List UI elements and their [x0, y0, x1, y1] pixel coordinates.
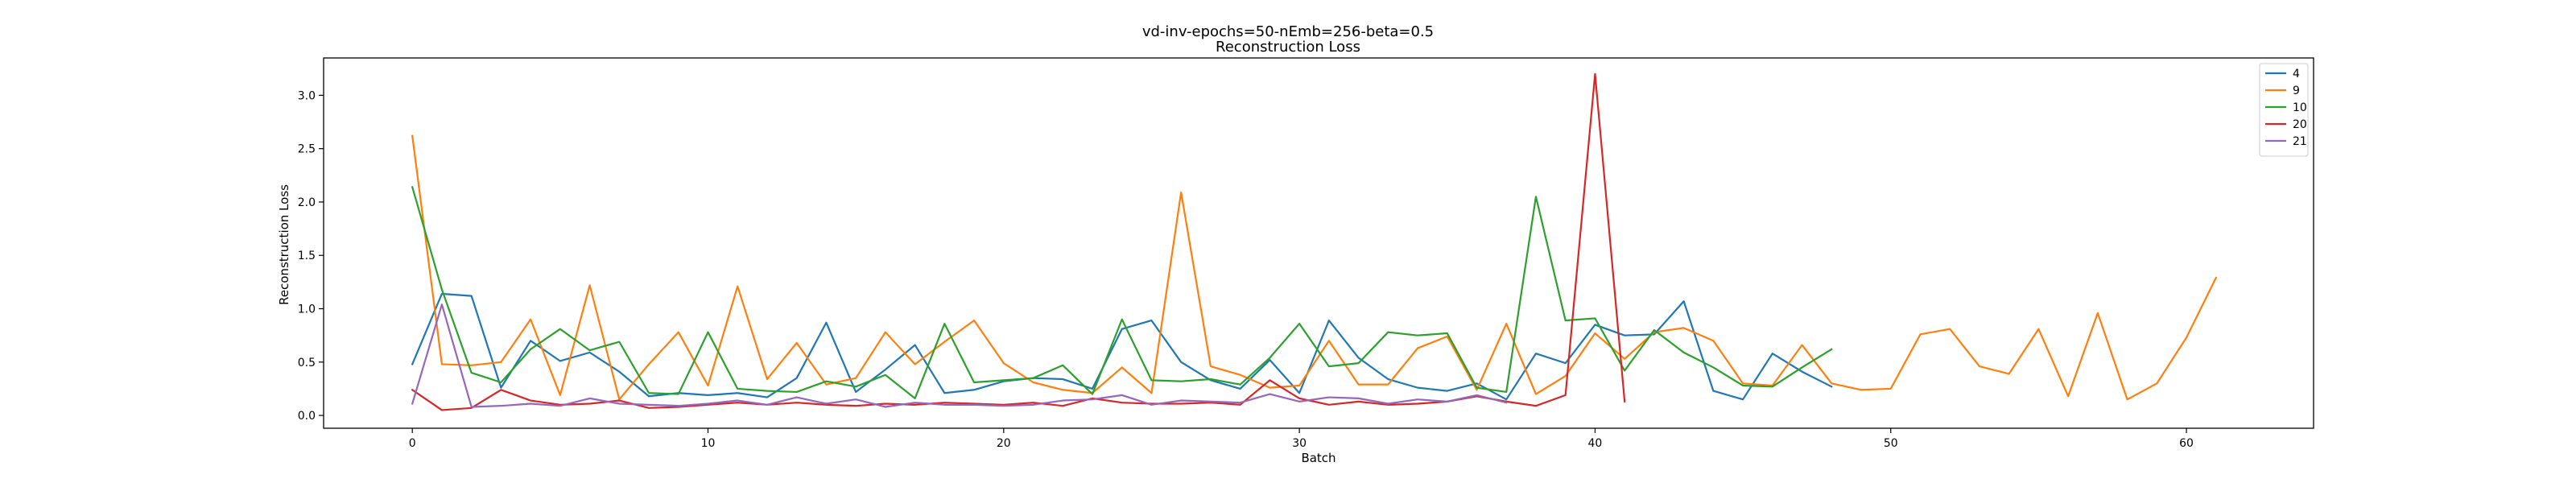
plot-frame: [323, 57, 2314, 429]
x-tick-label: 30: [1292, 437, 1307, 450]
y-tick-label: 0.5: [298, 357, 316, 369]
y-tick-label: 1.0: [298, 303, 316, 316]
series-line-21: [411, 303, 1508, 408]
y-tick-label: 2.0: [298, 196, 316, 209]
series-line-9: [411, 134, 2218, 401]
legend-label-4: 4: [2293, 68, 2300, 80]
legend-label-21: 21: [2293, 135, 2307, 148]
y-tick-label: 1.5: [298, 250, 316, 262]
y-axis-label: Reconstruction Loss: [277, 184, 291, 305]
series-line-4: [411, 292, 1833, 401]
legend-label-20: 20: [2293, 118, 2307, 131]
x-tick-label: 20: [997, 437, 1011, 450]
x-tick-label: 10: [701, 437, 716, 450]
legend: 4 9 10 20 21: [2259, 63, 2309, 157]
x-axis-label: Batch: [1301, 451, 1335, 465]
y-tick-label: 0.0: [298, 410, 316, 423]
legend-box: [2259, 63, 2309, 157]
series-line-20: [411, 72, 1626, 411]
x-tick-label: 40: [1588, 437, 1603, 450]
y-tick-label: 3.0: [298, 89, 316, 102]
chart-title: vd-inv-epochs=50-nEmb=256-beta=0.5: [1142, 23, 1434, 40]
series-line-10: [411, 186, 1833, 399]
legend-label-10: 10: [2293, 101, 2307, 114]
chart-subtitle: Reconstruction Loss: [1216, 39, 1360, 56]
x-tick-label: 50: [1884, 437, 1898, 450]
x-tick-label: 0: [409, 437, 416, 450]
plot-area: 0 10 20 30 40 50 60 0.0 0.5 1.0 1.5 2.0 2.5 3.0: [298, 57, 2314, 450]
legend-label-9: 9: [2293, 85, 2300, 97]
x-tick-label: 60: [2179, 437, 2194, 450]
y-tick-label: 2.5: [298, 143, 316, 156]
